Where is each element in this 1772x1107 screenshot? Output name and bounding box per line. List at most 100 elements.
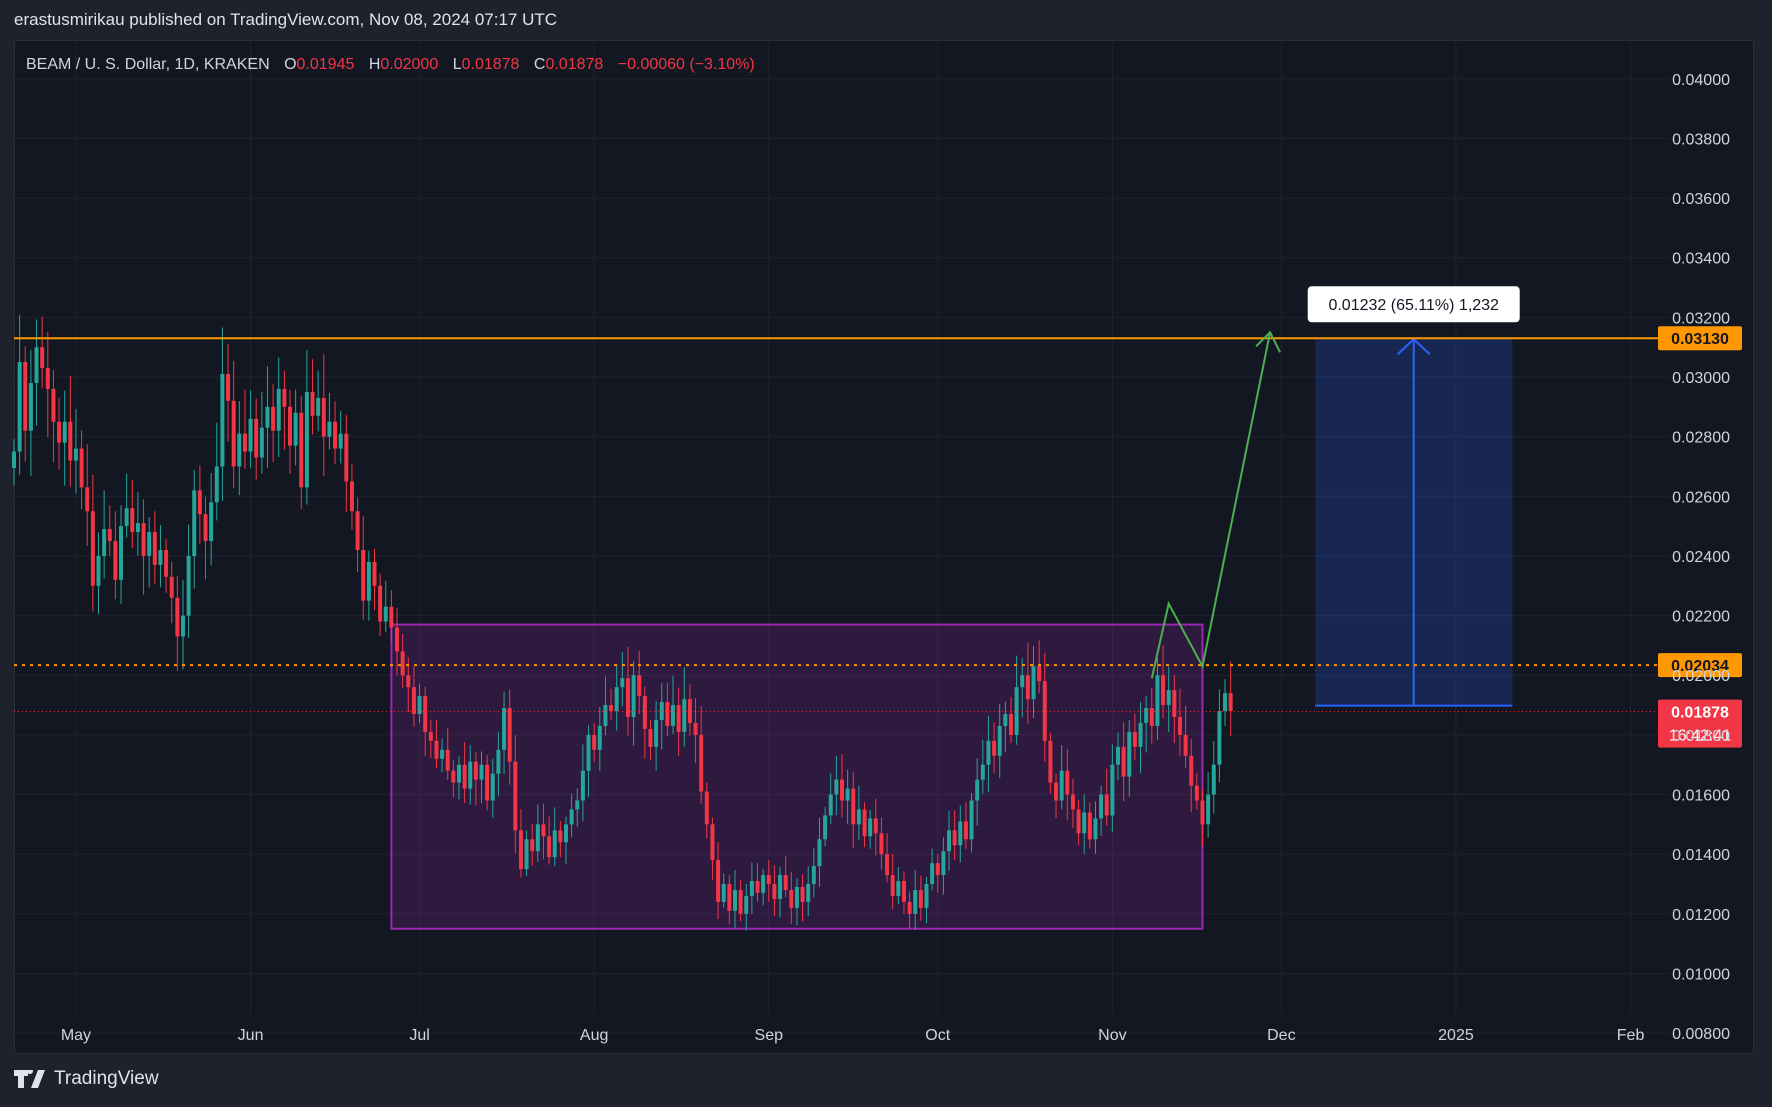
- candle-body: [1116, 746, 1120, 765]
- candle-body: [124, 508, 129, 527]
- x-tick-label: Nov: [1098, 1027, 1126, 1044]
- x-tick-label: Dec: [1267, 1027, 1295, 1044]
- candle-body: [535, 824, 540, 852]
- candlesticks: [12, 314, 1233, 931]
- candle-body: [389, 606, 394, 628]
- candle-body: [817, 839, 822, 867]
- candle-body: [856, 809, 861, 825]
- candle-body: [840, 779, 844, 801]
- candle-body: [321, 397, 326, 437]
- candle-body: [896, 881, 901, 896]
- candle-body: [344, 433, 349, 482]
- candle-body: [203, 514, 208, 542]
- candle-body: [575, 800, 580, 810]
- candle-body: [68, 421, 73, 461]
- candle-body: [85, 487, 90, 512]
- candle-body: [1189, 755, 1194, 786]
- y-tick-label: 0.02600: [1672, 489, 1730, 506]
- candle-body: [417, 696, 422, 715]
- candle-body: [901, 881, 906, 902]
- candle-body: [1093, 818, 1098, 840]
- candle-body: [704, 791, 709, 825]
- candle-body: [57, 421, 62, 443]
- candle-body: [1206, 794, 1211, 825]
- candle-body: [226, 374, 231, 401]
- candle-body: [197, 490, 202, 515]
- candle-body: [1144, 708, 1149, 723]
- x-tick-label: Oct: [925, 1027, 950, 1044]
- x-tick-label: Jul: [409, 1027, 429, 1044]
- time-axis: May Jun Jul Aug Sep Oct Nov Dec 2025 Feb: [61, 1027, 1645, 1044]
- candle-body: [445, 749, 450, 771]
- candle-body: [372, 561, 377, 586]
- candle-body: [862, 809, 867, 837]
- close-value: 0.01878: [545, 56, 603, 73]
- candle-body: [34, 347, 39, 383]
- candle-body: [338, 433, 343, 449]
- candle-body: [383, 606, 388, 622]
- price-label: 0.03130: [1671, 331, 1729, 348]
- y-tick-label: 0.02200: [1672, 609, 1730, 626]
- candle-body: [1172, 690, 1177, 717]
- chart-frame[interactable]: [14, 40, 1754, 1054]
- candle-body: [969, 800, 974, 840]
- candle-body: [851, 788, 856, 825]
- candle-body: [423, 696, 428, 732]
- candle-body: [479, 764, 484, 780]
- grid-lines: [14, 40, 1670, 1034]
- candle-body: [468, 761, 473, 789]
- candle-body: [609, 705, 614, 712]
- candle-body: [400, 651, 405, 676]
- tradingview-logo[interactable]: TradingView: [14, 1068, 159, 1090]
- candle-body: [333, 421, 338, 449]
- candle-body: [96, 555, 101, 586]
- y-tick-label: 0.03400: [1672, 251, 1730, 268]
- candle-body: [12, 451, 16, 468]
- candle-body: [1025, 675, 1030, 700]
- x-tick-label: May: [61, 1027, 91, 1044]
- candle-body: [1223, 693, 1228, 712]
- candle-body: [28, 382, 33, 431]
- y-tick-label: 0.01400: [1672, 847, 1730, 864]
- candle-body: [113, 541, 118, 580]
- candle-body: [17, 362, 22, 452]
- candle-body: [355, 511, 360, 550]
- candle-body: [220, 374, 225, 467]
- candle-body: [1104, 794, 1109, 816]
- last-price-label-bg: [1658, 699, 1742, 748]
- symbol-legend: BEAM / U. S. Dollar, 1D, KRAKEN O0.01945…: [26, 56, 755, 73]
- candle-body: [518, 830, 523, 870]
- candle-body: [411, 687, 416, 715]
- candle-body: [811, 866, 816, 885]
- candle-body: [186, 555, 191, 616]
- x-tick-label: Aug: [580, 1027, 608, 1044]
- candle-body: [378, 585, 383, 622]
- y-tick-label: 0.02400: [1672, 549, 1730, 566]
- candle-body: [687, 699, 692, 723]
- candle-body: [310, 391, 315, 416]
- high-label: H: [369, 56, 381, 73]
- candle-body: [980, 764, 985, 780]
- candle-body: [293, 412, 298, 446]
- candle-body: [158, 549, 163, 565]
- candle-body: [671, 705, 676, 726]
- candle-body: [490, 773, 495, 801]
- x-tick-label: Sep: [755, 1027, 784, 1044]
- candle-body: [592, 734, 597, 750]
- candle-body: [214, 466, 219, 503]
- y-tick-label: 0.03000: [1672, 370, 1730, 387]
- candle-body: [789, 889, 794, 908]
- candle-body: [107, 529, 112, 542]
- candle-body: [119, 526, 124, 580]
- countdown-label: 16:42:41: [1669, 728, 1731, 745]
- candle-body: [288, 406, 292, 446]
- candle-body: [209, 502, 214, 542]
- tradingview-icon: [14, 1070, 45, 1088]
- candle-body: [242, 433, 247, 452]
- candle-body: [727, 884, 732, 911]
- candle-body: [665, 702, 670, 726]
- candle-body: [541, 824, 546, 837]
- candle-body: [130, 508, 135, 533]
- candle-body: [721, 884, 726, 902]
